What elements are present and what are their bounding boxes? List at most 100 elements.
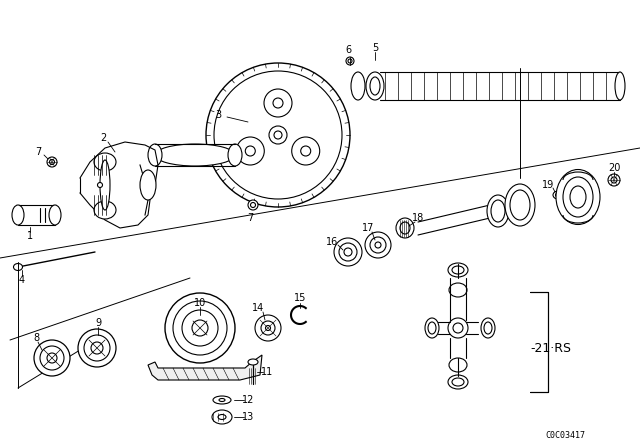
Ellipse shape: [351, 72, 365, 100]
Ellipse shape: [206, 63, 350, 207]
Ellipse shape: [100, 160, 110, 210]
Ellipse shape: [84, 335, 110, 361]
Ellipse shape: [212, 410, 232, 424]
Text: 15: 15: [294, 293, 306, 303]
Ellipse shape: [510, 190, 530, 220]
Text: 1: 1: [27, 231, 33, 241]
Ellipse shape: [370, 237, 386, 253]
Ellipse shape: [49, 205, 61, 225]
Ellipse shape: [250, 202, 255, 207]
Ellipse shape: [365, 232, 391, 258]
Ellipse shape: [449, 358, 467, 372]
Text: 17: 17: [362, 223, 374, 233]
Text: 2: 2: [100, 133, 106, 143]
Text: 3: 3: [215, 110, 221, 120]
Ellipse shape: [97, 182, 102, 188]
Ellipse shape: [452, 266, 464, 274]
Text: 19: 19: [542, 180, 554, 190]
Ellipse shape: [78, 329, 116, 367]
Ellipse shape: [448, 375, 468, 389]
Ellipse shape: [556, 169, 600, 224]
Text: 11: 11: [261, 367, 273, 377]
Text: 7: 7: [247, 213, 253, 223]
Text: -21·RS: -21·RS: [530, 341, 571, 354]
Ellipse shape: [94, 201, 116, 219]
Ellipse shape: [47, 157, 57, 167]
Ellipse shape: [47, 353, 57, 363]
Ellipse shape: [273, 98, 283, 108]
Ellipse shape: [261, 321, 275, 335]
Ellipse shape: [269, 126, 287, 144]
Text: 20: 20: [608, 163, 620, 173]
Ellipse shape: [448, 263, 468, 277]
Ellipse shape: [219, 399, 225, 401]
Ellipse shape: [563, 177, 593, 217]
Ellipse shape: [40, 346, 64, 370]
Ellipse shape: [453, 323, 463, 333]
Ellipse shape: [264, 89, 292, 117]
Text: C0C03417: C0C03417: [545, 431, 585, 439]
Text: 10: 10: [194, 298, 206, 308]
Ellipse shape: [148, 144, 162, 166]
Ellipse shape: [366, 72, 384, 100]
Ellipse shape: [396, 218, 414, 238]
Ellipse shape: [608, 174, 620, 186]
Ellipse shape: [346, 57, 354, 65]
Polygon shape: [148, 355, 262, 380]
Ellipse shape: [615, 72, 625, 100]
Ellipse shape: [556, 193, 561, 197]
Ellipse shape: [13, 263, 22, 271]
Ellipse shape: [94, 153, 116, 171]
Ellipse shape: [218, 414, 226, 419]
Text: 9: 9: [95, 318, 101, 328]
Text: 16: 16: [326, 237, 338, 247]
Ellipse shape: [553, 191, 563, 199]
Ellipse shape: [348, 59, 352, 63]
Ellipse shape: [192, 320, 208, 336]
Text: 18: 18: [412, 213, 424, 223]
Ellipse shape: [140, 170, 156, 200]
Ellipse shape: [173, 301, 227, 355]
Ellipse shape: [165, 293, 235, 363]
Ellipse shape: [228, 144, 242, 166]
Ellipse shape: [34, 340, 70, 376]
Text: 14: 14: [252, 303, 264, 313]
Text: 6: 6: [345, 45, 351, 55]
Ellipse shape: [301, 146, 310, 156]
Ellipse shape: [491, 200, 505, 222]
Ellipse shape: [274, 131, 282, 139]
Ellipse shape: [487, 195, 509, 227]
Ellipse shape: [400, 222, 410, 234]
Text: 7: 7: [35, 147, 41, 157]
Ellipse shape: [49, 159, 54, 164]
Ellipse shape: [484, 322, 492, 334]
Ellipse shape: [245, 146, 255, 156]
Ellipse shape: [339, 243, 357, 261]
Text: 12: 12: [242, 395, 254, 405]
Ellipse shape: [266, 326, 271, 331]
Ellipse shape: [213, 396, 231, 404]
Ellipse shape: [292, 137, 320, 165]
Ellipse shape: [255, 315, 281, 341]
Text: 13: 13: [242, 412, 254, 422]
Text: 8: 8: [33, 333, 39, 343]
Ellipse shape: [505, 184, 535, 226]
Ellipse shape: [425, 318, 439, 338]
Ellipse shape: [448, 318, 468, 338]
Ellipse shape: [570, 186, 586, 208]
Ellipse shape: [182, 310, 218, 346]
Ellipse shape: [334, 238, 362, 266]
Ellipse shape: [611, 177, 617, 183]
Ellipse shape: [428, 322, 436, 334]
Ellipse shape: [375, 242, 381, 248]
Ellipse shape: [452, 378, 464, 386]
Ellipse shape: [449, 283, 467, 297]
Ellipse shape: [370, 77, 380, 95]
Text: 4: 4: [19, 275, 25, 285]
Ellipse shape: [248, 200, 258, 210]
Ellipse shape: [155, 144, 235, 166]
Ellipse shape: [481, 318, 495, 338]
Ellipse shape: [214, 71, 342, 199]
Text: 5: 5: [372, 43, 378, 53]
Ellipse shape: [91, 342, 103, 354]
